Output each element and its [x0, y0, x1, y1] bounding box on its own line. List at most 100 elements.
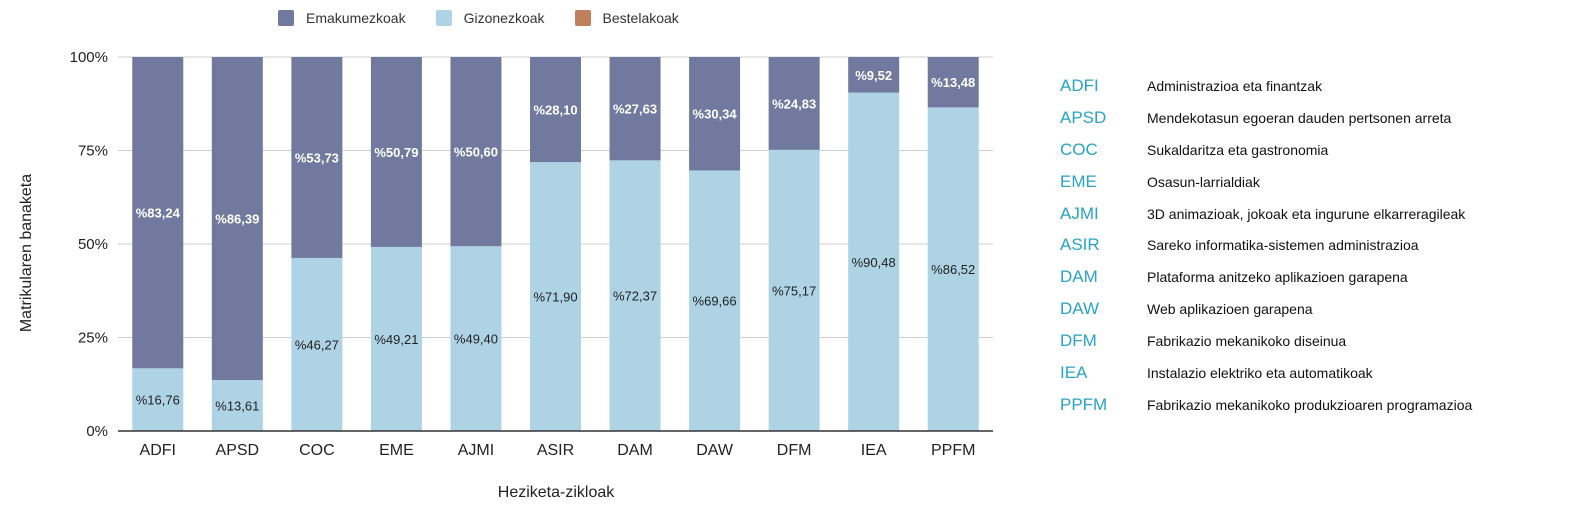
- glossary-row: EME Osasun-larrialdiak: [1060, 166, 1565, 198]
- bar-segment: [768, 149, 820, 431]
- glossary-desc: Sareko informatika-sistemen administrazi…: [1147, 237, 1419, 254]
- data-label: %72,37: [613, 289, 657, 304]
- x-axis-title: Heziketa-zikloak: [497, 484, 615, 501]
- x-tick-label: ASIR: [537, 442, 574, 459]
- glossary-code: AJMI: [1060, 203, 1099, 223]
- x-tick-label: APSD: [216, 442, 260, 459]
- glossary-row: PPFM Fabrikazio mekanikoko produkzioaren …: [1060, 389, 1565, 421]
- data-label: %13,48: [931, 75, 975, 90]
- data-label: %50,60: [454, 145, 498, 160]
- glossary-desc: Administrazioa eta finantzak: [1147, 77, 1323, 94]
- glossary-code: ADFI: [1060, 75, 1099, 95]
- glossary-row: IEA Instalazio elektriko eta automatikoak: [1060, 357, 1565, 389]
- y-tick-label: 50%: [78, 236, 108, 253]
- data-label: %28,10: [533, 103, 577, 118]
- x-tick-label: DFM: [777, 442, 812, 459]
- legend-item-emakumezkoak[interactable]: Emakumezkoak: [278, 10, 406, 26]
- x-tick-label: IEA: [861, 442, 887, 459]
- glossary-row: ASIR Sareko informatika-sistemen administ…: [1060, 229, 1565, 261]
- glossary-desc: Instalazio elektriko eta automatikoak: [1147, 364, 1373, 381]
- glossary-desc: Mendekotasun egoeran dauden pertsonen ar…: [1147, 109, 1452, 126]
- glossary-code: ASIR: [1060, 235, 1100, 255]
- bar-segment: [370, 57, 422, 247]
- data-label: %50,79: [374, 145, 418, 160]
- glossary-desc: Fabrikazio mekanikoko diseinua: [1147, 333, 1347, 350]
- glossary-row: AJMI 3D animazioak, jokoak eta ingurune e…: [1060, 198, 1565, 230]
- glossary-row: APSD Mendekotasun egoeran dauden pertsone…: [1060, 102, 1565, 134]
- legend-swatch-bestelakoak: [574, 10, 591, 26]
- glossary-desc: Web aplikazioen garapena: [1147, 301, 1313, 318]
- glossary-code: APSD: [1060, 107, 1107, 127]
- bar-segment: [450, 57, 502, 247]
- glossary-row: COC Sukaldaritza eta gastronomia: [1060, 134, 1565, 166]
- bar-segment: [370, 246, 422, 431]
- glossary-desc: Fabrikazio mekanikoko produkzioaren prog…: [1147, 396, 1473, 413]
- data-label: %16,76: [136, 393, 180, 408]
- glossary-code: EME: [1060, 171, 1097, 191]
- legend-swatch-emakumezkoak: [278, 10, 294, 26]
- bar-segment: [609, 57, 661, 161]
- y-tick-label: 0%: [86, 423, 108, 440]
- bar-segment: [291, 257, 343, 431]
- x-tick-label: AJMI: [458, 442, 494, 459]
- glossary-desc: Sukaldaritza eta gastronomia: [1147, 141, 1329, 158]
- bar-segment: [927, 107, 979, 432]
- glossary-row: DAM Plataforma anitzeko aplikazioen garap…: [1060, 261, 1565, 293]
- bar-segment: [927, 57, 979, 108]
- glossary-code: IEA: [1060, 362, 1088, 382]
- glossary-code: DAW: [1060, 299, 1100, 319]
- bar-segment: [132, 368, 184, 431]
- glossary-code: DAM: [1060, 267, 1098, 287]
- bar-segment: [848, 57, 900, 93]
- bar-segment: [450, 246, 502, 431]
- glossary-row: ADFI Administrazioa eta finantzak: [1060, 70, 1565, 102]
- glossary-row: DFM Fabrikazio mekanikoko diseinua: [1060, 325, 1565, 357]
- x-tick-label: EME: [379, 442, 414, 459]
- legend-label-gizonezkoak: Gizonezkoak: [463, 10, 545, 26]
- bar-segment: [132, 57, 184, 369]
- bar-segment: [211, 380, 263, 431]
- data-label: %53,73: [295, 150, 339, 165]
- legend-label-bestelakoak: Bestelakoak: [602, 10, 679, 26]
- bar-segment: [848, 92, 900, 431]
- y-tick-label: 25%: [78, 330, 108, 347]
- data-label: %69,66: [693, 294, 737, 309]
- glossary-desc: Osasun-larrialdiak: [1147, 173, 1260, 190]
- data-label: %9,52: [855, 68, 892, 83]
- glossary-code: DFM: [1060, 331, 1097, 351]
- data-label: %24,83: [772, 96, 816, 111]
- x-tick-label: DAW: [696, 442, 734, 459]
- legend-swatch-gizonezkoak: [435, 10, 452, 26]
- abbreviation-glossary: ADFI Administrazioa eta finantzak APSD Men…: [1060, 70, 1565, 421]
- data-label: %27,63: [613, 102, 657, 117]
- bar-segment: [768, 57, 820, 150]
- data-label: %13,61: [215, 399, 259, 414]
- glossary-code: COC: [1060, 139, 1098, 159]
- data-label: %75,17: [772, 283, 816, 298]
- x-tick-label: PPFM: [931, 442, 975, 459]
- bar-chart: 0% 25% 50% 75% 100% %16,76 %83,24 ADFI %13,61 %86…: [70, 49, 993, 459]
- data-label: %90,48: [852, 255, 896, 270]
- data-label: %46,27: [295, 337, 339, 352]
- data-label: %86,52: [931, 262, 975, 277]
- bar-segment: [530, 57, 581, 163]
- bar-segment: [689, 57, 741, 171]
- bar-segment: [689, 170, 741, 431]
- glossary-row: DAW Web aplikazioen garapena: [1060, 293, 1565, 325]
- legend-label-emakumezkoak: Emakumezkoak: [306, 10, 406, 26]
- data-label: %83,24: [136, 206, 181, 221]
- glossary-code: PPFM: [1060, 394, 1108, 414]
- x-tick-label: DAM: [617, 442, 653, 459]
- glossary-desc: Plataforma anitzeko aplikazioen garapena: [1147, 269, 1408, 286]
- x-tick-label: COC: [299, 442, 335, 459]
- x-tick-label: ADFI: [140, 442, 176, 459]
- y-axis-title: Matrikularen banaketa: [18, 173, 35, 333]
- bar-segment: [609, 160, 661, 432]
- legend-item-gizonezkoak[interactable]: Gizonezkoak: [435, 10, 545, 26]
- bar-segment: [211, 57, 263, 381]
- data-label: %86,39: [215, 212, 259, 227]
- legend-item-bestelakoak[interactable]: Bestelakoak: [574, 10, 679, 26]
- y-tick-label: 100%: [70, 49, 108, 66]
- bar-segment: [291, 57, 343, 258]
- data-label: %30,34: [693, 107, 738, 122]
